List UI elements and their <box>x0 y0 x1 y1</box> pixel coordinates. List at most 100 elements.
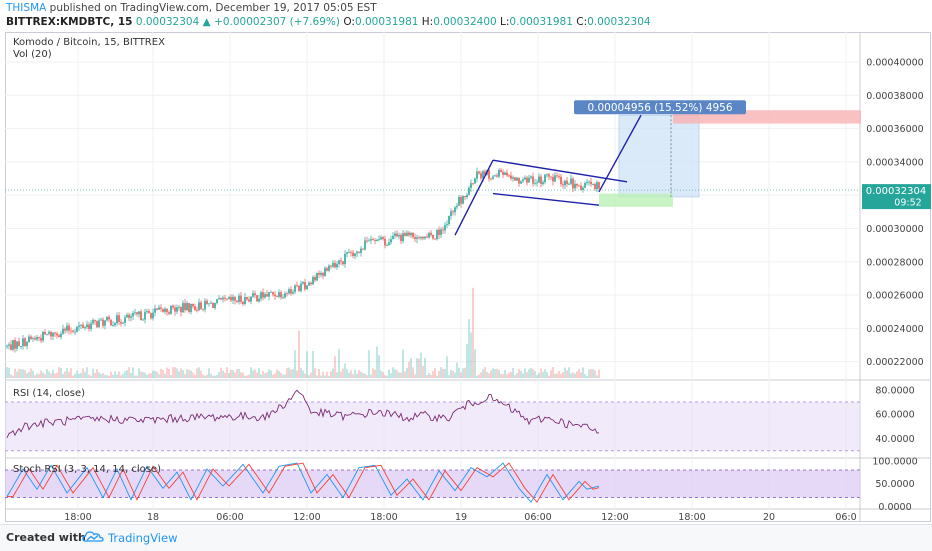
low-label: L: <box>500 16 510 28</box>
volume-bar <box>346 368 348 378</box>
candle-body <box>536 182 538 184</box>
candle-body <box>216 299 218 304</box>
candle-body <box>364 240 366 250</box>
candle-body <box>236 300 238 302</box>
candle-body <box>440 229 442 235</box>
volume-bar <box>104 375 106 378</box>
candle-body <box>422 236 424 239</box>
volume-bar <box>126 370 128 378</box>
volume-bar <box>358 369 360 378</box>
volume-bar <box>438 370 440 378</box>
author-name[interactable]: THISMA <box>6 2 47 14</box>
candle-body <box>438 229 440 235</box>
chart-canvas[interactable]: 0.00040000 0.00038000 0.00036000 0.00034000… <box>5 32 931 523</box>
volume-indicator-title: Vol (20) <box>13 49 52 60</box>
candle-body <box>566 180 568 185</box>
volume-bar <box>386 375 388 378</box>
volume-bar <box>84 371 86 378</box>
candle-body <box>578 185 580 187</box>
volume-bar <box>216 375 218 378</box>
volume-bar <box>222 370 224 378</box>
candle-body <box>30 336 32 339</box>
candle-body <box>262 292 264 298</box>
candle-body <box>260 292 262 299</box>
candle-body <box>104 320 106 326</box>
volume-bar <box>392 367 394 378</box>
volume-bar <box>52 369 54 378</box>
candle-body <box>196 310 198 311</box>
candle-body <box>316 272 318 281</box>
chart-frame[interactable]: 0.00040000 0.00038000 0.00036000 0.00034000… <box>5 32 931 523</box>
volume-bar <box>270 370 272 378</box>
rsi-tick-label: 40.0000 <box>875 434 914 445</box>
candle-body <box>190 303 192 312</box>
candle-body <box>594 184 596 190</box>
volume-bar <box>492 368 494 378</box>
volume-bar <box>232 369 234 378</box>
volume-bar <box>196 368 198 378</box>
time-tick-label: 06:0 <box>835 512 856 522</box>
tradingview-brand[interactable]: TradingView <box>108 531 178 545</box>
volume-bar <box>546 372 548 378</box>
candle-body <box>564 180 566 186</box>
candle-body <box>354 253 356 257</box>
volume-bar <box>208 368 210 378</box>
volume-bar <box>56 372 58 378</box>
rsi-line <box>6 389 600 438</box>
volume-bar <box>60 367 62 378</box>
volume-bar <box>390 373 392 378</box>
symbol-ohlc-bar: BITTREX:KMDBTC, 15 0.00032304 ▲ +0.00002… <box>6 16 651 28</box>
candle-body <box>156 308 158 310</box>
candle-body <box>86 324 88 327</box>
measure-label[interactable]: 0.00004956 (15.52%) 4956 <box>574 100 746 115</box>
candle-body <box>432 235 434 239</box>
volume-bar <box>422 365 424 378</box>
high-label: H: <box>421 16 434 28</box>
candle-body <box>180 307 182 313</box>
volume-bar <box>496 368 498 378</box>
annotation-lines[interactable] <box>5 114 860 236</box>
volume-bar <box>548 375 550 378</box>
candle-body <box>268 292 270 297</box>
candle-body <box>252 293 254 297</box>
candle-body <box>434 238 436 240</box>
volume-bar <box>244 375 246 378</box>
volume-bar <box>398 372 400 378</box>
candle-body <box>318 272 320 275</box>
candle-body <box>58 335 60 338</box>
volume-bar <box>28 371 30 378</box>
volume-bar <box>210 373 212 378</box>
volume-bar <box>178 371 180 378</box>
volume-bar <box>200 370 202 378</box>
candle-body <box>240 295 242 302</box>
volume-bar <box>172 367 174 378</box>
chart-border <box>5 32 931 522</box>
footer-bar: Created with TradingView <box>0 524 932 551</box>
candle-body <box>218 298 220 300</box>
countdown-text: 09:52 <box>894 198 921 209</box>
candle-body <box>590 181 592 185</box>
candle-body <box>172 305 174 308</box>
volume-bar <box>382 372 384 378</box>
stoch-rsi-pane <box>6 462 600 503</box>
last-price-tag: 0.00032304 09:52 <box>862 184 931 210</box>
volume-bar <box>176 368 178 378</box>
candle-body <box>526 177 528 183</box>
candle-body <box>424 236 426 239</box>
candle-body <box>570 178 572 184</box>
candle-body <box>154 308 156 313</box>
tradingview-logo-icon[interactable] <box>82 530 104 544</box>
candle-body <box>548 174 550 177</box>
candle-body <box>576 183 578 186</box>
close-value: 0.00032304 <box>587 16 651 28</box>
last-price-text: 0.00032304 <box>866 186 926 197</box>
entry-box <box>599 193 673 207</box>
price-tick-label: 0.00040000 <box>866 57 923 68</box>
high-value: 0.00032400 <box>433 16 497 28</box>
volume-bar <box>566 370 568 378</box>
candle-body <box>358 251 360 253</box>
volume-bar <box>450 369 452 378</box>
candle-body <box>290 289 292 294</box>
candle-body <box>246 296 248 300</box>
volume-bar <box>350 370 352 378</box>
